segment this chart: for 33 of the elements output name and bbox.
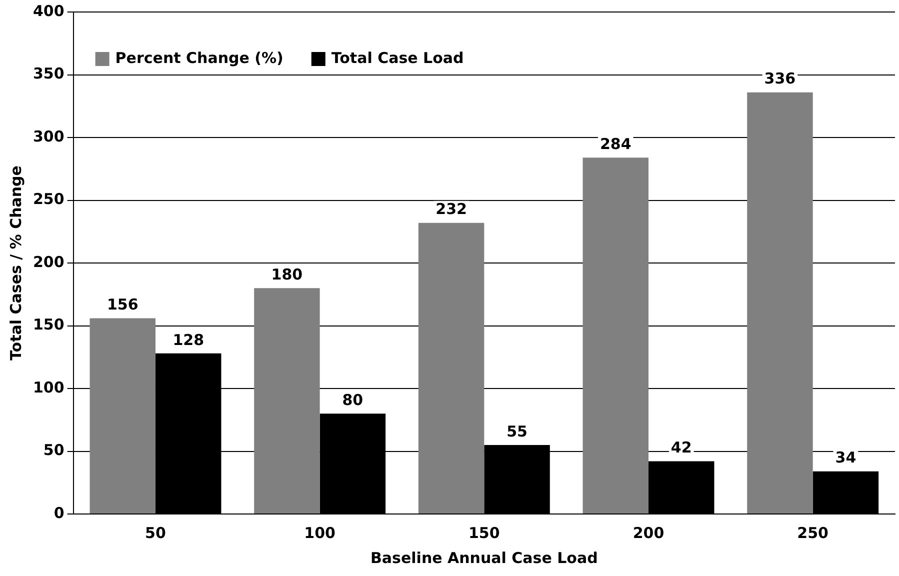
bar <box>90 318 156 514</box>
y-tick-label: 200 <box>33 252 64 271</box>
x-tick-label: 200 <box>632 524 664 542</box>
y-tick-label: 400 <box>33 2 64 20</box>
bar <box>582 158 648 514</box>
x-axis-title: Baseline Annual Case Load <box>370 548 598 567</box>
x-tick-label: 250 <box>797 524 828 542</box>
data-label: 42 <box>670 438 692 457</box>
data-label: 34 <box>835 448 856 467</box>
data-label: 284 <box>600 134 632 153</box>
data-label: 336 <box>764 70 796 88</box>
x-tick-label: 100 <box>304 524 336 542</box>
data-label: 80 <box>342 390 364 409</box>
data-label: 232 <box>436 200 467 218</box>
y-tick-label: 300 <box>33 127 64 146</box>
data-label: 156 <box>106 296 138 314</box>
data-label: 55 <box>506 422 528 440</box>
bar <box>418 222 484 514</box>
data-label: 128 <box>172 330 204 349</box>
y-tick-label: 50 <box>43 441 64 460</box>
y-tick-label: 150 <box>33 316 64 334</box>
bar <box>254 288 320 514</box>
y-tick-label: 0 <box>54 504 64 522</box>
bar <box>747 92 813 514</box>
legend-label: Total Case Load <box>331 48 464 67</box>
y-axis-title: Total Cases / % Change <box>6 166 25 360</box>
y-tick-label: 250 <box>33 190 64 208</box>
y-tick-label: 350 <box>33 64 64 83</box>
legend-label: Percent Change (%) <box>115 48 284 67</box>
x-tick-label: 50 <box>145 524 166 542</box>
y-tick-label: 100 <box>33 378 64 396</box>
data-label: 180 <box>271 265 303 284</box>
x-tick-label: 150 <box>468 524 500 542</box>
